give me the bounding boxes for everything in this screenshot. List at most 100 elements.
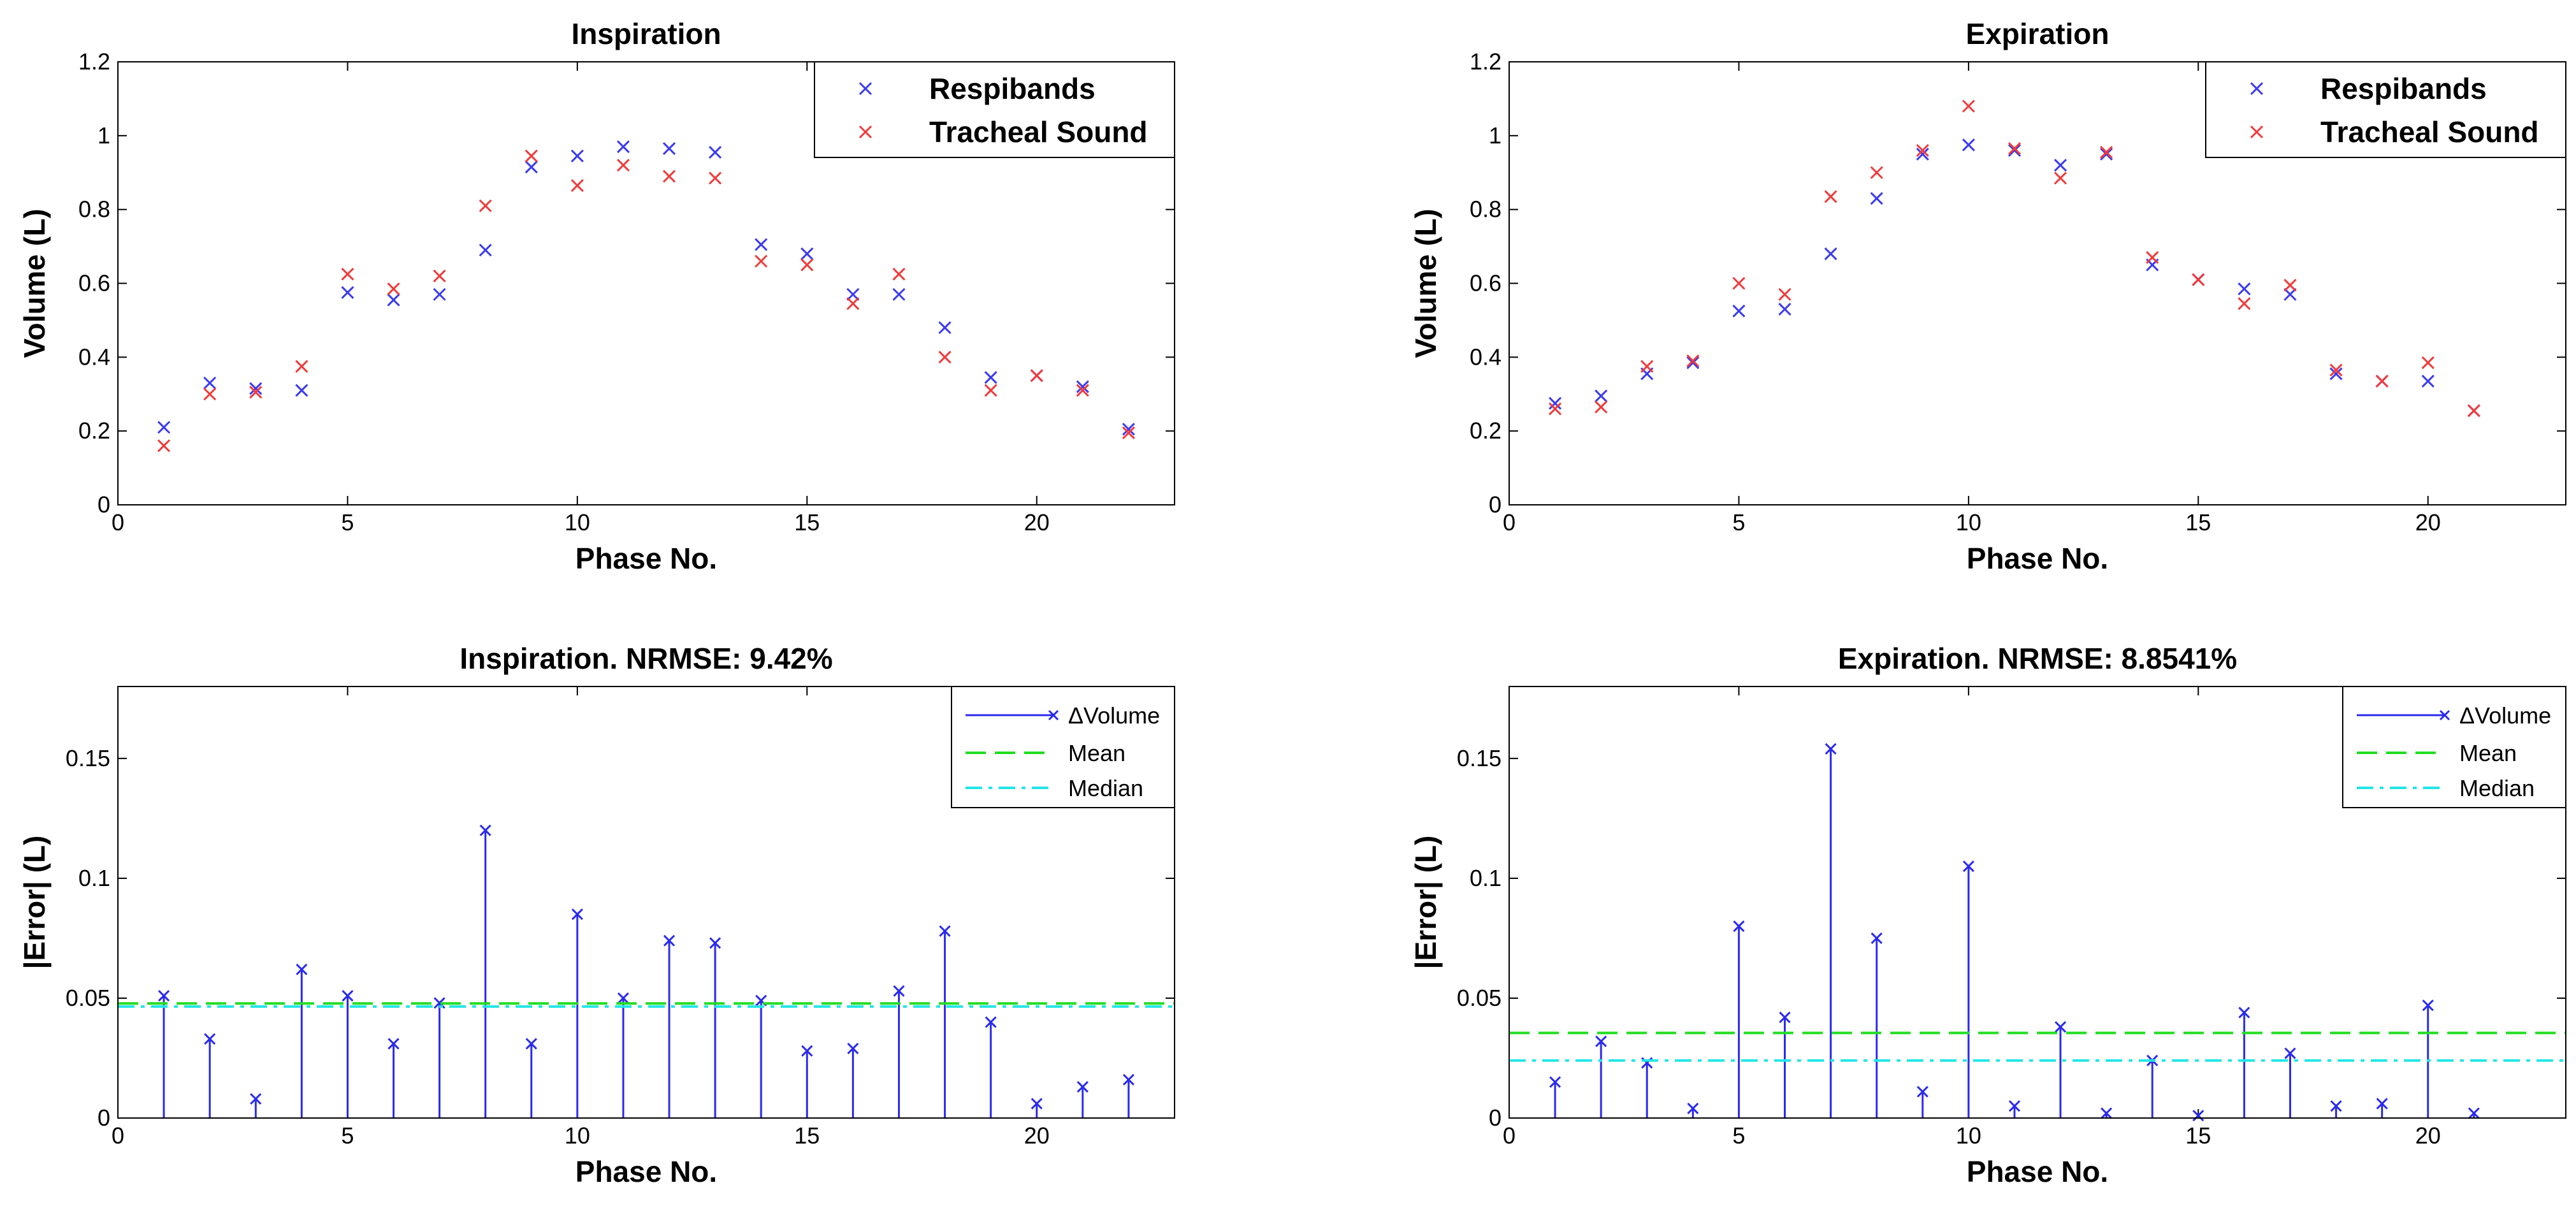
legend-label: ΔVolume	[1068, 702, 1160, 729]
data-point	[157, 439, 171, 453]
x-tick-label: 10	[1956, 1122, 1981, 1149]
data-point	[2238, 297, 2251, 310]
data-point	[479, 243, 492, 257]
stem-marker	[1122, 1073, 1134, 1086]
axes-frame	[117, 686, 1175, 1119]
legend-marker	[858, 82, 872, 96]
data-point	[387, 293, 400, 307]
data-point	[662, 142, 676, 156]
axes-frame	[1509, 686, 2566, 1119]
data-point	[892, 287, 906, 301]
data-point	[341, 286, 354, 300]
y-tick-label: 0.2	[78, 418, 110, 444]
stem-marker	[571, 908, 583, 920]
stem-marker	[250, 1093, 262, 1105]
stem-marker	[2284, 1047, 2296, 1059]
axes-frame	[1509, 61, 2566, 505]
data-point	[1824, 247, 1837, 261]
data-point	[2053, 159, 2067, 172]
y-tick-label: 1.2	[1470, 48, 1501, 75]
data-point	[800, 258, 814, 272]
chart-panel-4: 0 5 10 15 20 0 0.05 0.1 0.15 ΔVolume Mean Median Exp…	[1409, 642, 2566, 1188]
data-point	[755, 238, 768, 251]
x-tick-label: 5	[1732, 509, 1745, 535]
y-tick-label: 1	[1489, 122, 1501, 149]
legend-marker	[2250, 125, 2264, 139]
data-point	[2100, 147, 2113, 161]
data-point	[2283, 287, 2297, 301]
y-tick-label: 0	[1489, 1105, 1501, 1131]
stem-marker	[296, 963, 308, 975]
data-point	[1732, 304, 1746, 317]
data-point	[1824, 190, 1837, 203]
y-axis-label: Volume (L)	[1409, 208, 1442, 358]
x-tick-label: 10	[1956, 509, 1981, 535]
data-point	[249, 386, 263, 399]
stem-marker	[387, 1038, 400, 1050]
x-tick-label: 0	[112, 1122, 124, 1149]
data-point	[387, 282, 400, 296]
chart-panel-1: 0 5 10 15 20 0 0.2 0.4 0.6 0.8 1 1.2 Respibands Trach…	[18, 17, 1175, 575]
data-point	[662, 170, 676, 183]
data-point	[2100, 145, 2113, 159]
y-tick-label: 0.2	[1470, 418, 1501, 444]
y-tick-label: 0.1	[78, 865, 110, 891]
y-tick-label: 1	[98, 122, 110, 149]
data-point	[616, 140, 630, 154]
x-tick-label: 5	[341, 509, 354, 535]
data-point	[2008, 143, 2022, 157]
data-point	[2421, 356, 2435, 370]
plot-data	[157, 140, 1135, 453]
data-point	[157, 421, 171, 434]
data-point	[295, 384, 308, 397]
y-tick-label: 0	[1489, 491, 1501, 518]
x-tick-label: 15	[794, 1122, 820, 1149]
x-tick-label: 5	[341, 1122, 354, 1149]
data-point	[616, 159, 630, 172]
data-point	[1870, 192, 1883, 205]
chart-panel-2: 0 5 10 15 20 0 0.2 0.4 0.6 0.8 1 1.2 Respibands Trach…	[1409, 17, 2566, 575]
data-point	[2192, 273, 2205, 286]
data-point	[1778, 287, 1791, 301]
legend-label: Median	[1068, 775, 1143, 801]
data-point	[1686, 356, 1700, 370]
legend-marker	[2250, 82, 2264, 96]
data-point	[1076, 384, 1089, 397]
legend-label: Respibands	[929, 72, 1096, 105]
stem-marker	[847, 1042, 859, 1054]
data-point	[1916, 143, 1929, 157]
x-tick-label: 15	[2185, 509, 2211, 535]
legend: Respibands Tracheal Sound	[814, 61, 1175, 158]
data-point	[800, 247, 814, 261]
data-point	[295, 360, 308, 373]
legend-label: ΔVolume	[2459, 702, 2551, 729]
y-tick-label: 0.05	[66, 985, 110, 1011]
legend-box	[814, 61, 1175, 158]
chart-title: Expiration. NRMSE: 8.8541%	[1838, 642, 2237, 675]
stem-marker	[2238, 1006, 2250, 1019]
y-tick-label: 0.4	[1470, 344, 1501, 370]
plot-data	[1509, 743, 2566, 1122]
stem-marker	[1549, 1076, 1561, 1088]
y-tick-label: 0.6	[78, 270, 110, 296]
data-point	[1962, 99, 1975, 113]
data-point	[2053, 171, 2067, 185]
data-point	[203, 376, 217, 389]
x-axis-label: Phase No.	[575, 1155, 717, 1188]
legend-label: Tracheal Sound	[929, 115, 1148, 149]
stem-marker	[2054, 1021, 2067, 1033]
data-point	[203, 388, 217, 401]
data-point	[1732, 277, 1746, 290]
y-axis-label: Volume (L)	[18, 208, 51, 358]
plot-data	[118, 824, 1175, 1118]
stem-marker	[801, 1045, 813, 1057]
x-axis-label: Phase No.	[1967, 542, 2108, 575]
legend-marker	[858, 125, 872, 139]
stem-marker	[1733, 920, 1745, 933]
y-tick-label: 0.8	[78, 196, 110, 222]
stem-marker	[1779, 1011, 1791, 1024]
data-point	[709, 145, 722, 159]
stem-marker	[1076, 1081, 1089, 1093]
stem-marker	[479, 824, 491, 836]
stem-marker	[1870, 932, 1883, 944]
